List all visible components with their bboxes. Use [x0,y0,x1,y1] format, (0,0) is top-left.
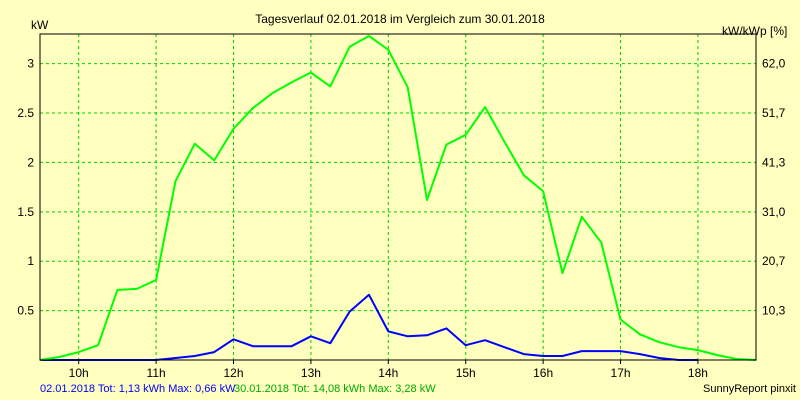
y-tick-label-right: 62,0 [762,57,786,71]
y-tick-label-left: 2 [27,155,34,169]
series-layer [39,35,757,361]
x-tick-label: 13h [301,366,321,380]
credit-label: SunnyReport pinxit [703,383,796,395]
legend-series-1: 02.01.2018 Tot: 1,13 kWh Max: 0,66 kW [40,383,236,395]
y-tick-label-right: 20,7 [762,254,786,268]
series-line-2 [39,35,757,361]
x-tick-label: 12h [223,366,243,380]
grid [40,34,756,360]
y-tick-label-left: 3 [27,57,34,71]
x-tick-label: 16h [533,366,553,380]
y-tick-label-right: 41,3 [762,155,786,169]
x-tick-label: 11h [147,366,166,380]
y-tick-label-right: 51,7 [762,106,786,120]
y-tick-label-left: 1.5 [17,205,34,219]
chart-title: Tagesverlauf 02.01.2018 im Vergleich zum… [255,12,545,26]
x-tick-label: 15h [456,366,476,380]
plot-frame [39,33,757,361]
x-tick-label: 17h [611,366,631,380]
y-axis-label-right: kW/kWp [%] [722,24,787,38]
x-tick-label: 10h [69,366,89,380]
tick-labels: 10h 11h 12h 13h 14h 15h 16h 17h 18h 0.5 10,3 1 20,7 1… [17,57,785,380]
y-tick-label-left: 2.5 [17,106,34,120]
x-tick-label: 18h [688,366,708,380]
y-axis-label-left: kW [31,18,49,32]
y-tick-label-left: 1 [27,254,34,268]
y-tick-label-right: 31,0 [762,205,786,219]
y-tick-label-right: 10,3 [762,304,786,318]
legend-series-2: 30.01.2018 Tot: 14,08 kWh Max: 3,28 kW [234,383,436,395]
y-tick-label-left: 0.5 [17,304,34,318]
series-line-1 [40,293,698,361]
x-tick-label: 14h [378,366,398,380]
